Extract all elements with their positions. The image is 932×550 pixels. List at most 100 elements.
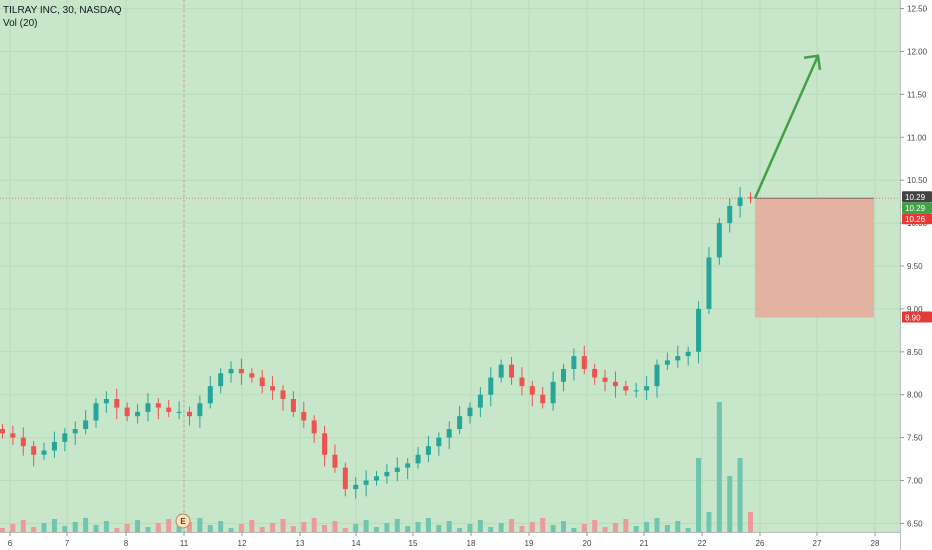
- volume-bar: [696, 458, 702, 532]
- candle-body: [727, 205, 733, 224]
- candle-body: [72, 429, 78, 434]
- y-tick-label: 9.50: [907, 262, 923, 271]
- volume-bar: [425, 518, 431, 532]
- candle-body: [384, 471, 390, 477]
- volume-bar: [467, 524, 473, 532]
- candle-body: [509, 364, 515, 378]
- candle-body: [706, 257, 712, 309]
- volume-bar: [280, 519, 286, 532]
- volume-bar: [83, 518, 89, 532]
- volume-bar: [529, 522, 535, 532]
- low-price-badge: [902, 213, 932, 225]
- candle-body: [696, 308, 702, 352]
- y-tick-label: 9.00: [907, 305, 923, 314]
- volume-bar: [457, 528, 463, 532]
- candle-body: [353, 484, 359, 490]
- candle-body: [166, 407, 172, 412]
- candle-body: [187, 411, 192, 417]
- candle-body: [581, 356, 587, 369]
- candle-body: [529, 386, 535, 395]
- x-tick-label: 7: [65, 539, 70, 548]
- candle-body: [415, 454, 421, 464]
- y-tick-label: 10.50: [907, 176, 928, 185]
- volume-bar: [561, 521, 566, 532]
- candle-body: [249, 373, 255, 378]
- candle-body: [425, 446, 431, 455]
- candle-body: [342, 467, 348, 490]
- volume-bar: [249, 520, 255, 532]
- volume-bar: [488, 527, 494, 532]
- volume-bar: [353, 524, 359, 532]
- x-tick-label: 22: [698, 539, 707, 548]
- volume-bar: [664, 525, 670, 532]
- volume-bar: [394, 519, 400, 532]
- candle-body: [238, 368, 244, 374]
- candle-body: [280, 390, 286, 399]
- entry-price-label: 10.29: [905, 204, 926, 213]
- candle-body: [41, 450, 47, 455]
- volume-bar: [446, 521, 452, 532]
- candle-body: [540, 394, 546, 404]
- volume-bar: [685, 528, 691, 532]
- symbol-legend[interactable]: TILRAY INC, 30, NASDAQ: [3, 5, 122, 16]
- volume-bar: [519, 526, 525, 532]
- volume-bar: [311, 518, 317, 532]
- stop-price-label: 8.90: [905, 313, 921, 322]
- candle-body: [290, 399, 296, 412]
- candle-body: [467, 407, 473, 417]
- candle-body: [93, 403, 99, 421]
- volume-bar: [415, 522, 421, 532]
- volume-bar: [166, 519, 172, 532]
- volume-bar: [270, 523, 276, 532]
- volume-bar: [612, 523, 618, 532]
- volume-bar: [384, 523, 390, 532]
- candle-body: [748, 197, 753, 199]
- candle-body: [737, 197, 743, 206]
- candle-body: [311, 420, 317, 434]
- candle-body: [145, 403, 151, 412]
- candle-body: [675, 356, 681, 361]
- candle-body: [633, 390, 639, 392]
- volume-bar: [197, 518, 203, 532]
- x-tick-label: 21: [640, 539, 649, 548]
- candle-body: [374, 476, 379, 481]
- volume-bar: [654, 518, 660, 532]
- candle-body: [51, 441, 57, 451]
- volume-bar: [20, 520, 26, 532]
- current-price-label: 10.29: [905, 193, 926, 202]
- volume-bar: [342, 528, 348, 532]
- volume-bar: [633, 526, 639, 532]
- volume-bar: [51, 519, 57, 532]
- x-tick-label: 11: [180, 539, 189, 548]
- y-tick-label: 11.50: [907, 90, 927, 99]
- candle-body: [592, 368, 598, 378]
- candle-body: [436, 437, 442, 447]
- y-tick-label: 8.50: [907, 348, 923, 357]
- current-price-badge: [902, 191, 932, 203]
- volume-bar: [498, 523, 504, 532]
- volume-bar: [93, 525, 99, 532]
- y-tick-label: 12.50: [907, 5, 928, 14]
- volume-bar: [436, 525, 442, 532]
- candle-body: [716, 223, 722, 258]
- candle-body: [571, 356, 577, 369]
- x-tick-label: 27: [813, 539, 822, 548]
- candle-body: [62, 433, 68, 442]
- candle-body: [654, 364, 660, 387]
- volume-bar: [374, 527, 379, 532]
- candle-body: [612, 381, 618, 387]
- volume-bar: [62, 526, 68, 532]
- volume-bar: [509, 519, 515, 532]
- volume-bar: [592, 520, 598, 532]
- candle-body: [155, 403, 161, 408]
- volume-legend[interactable]: Vol (20): [3, 18, 38, 29]
- candle-body: [124, 407, 130, 417]
- volume-bar: [103, 521, 109, 532]
- candle-body: [83, 420, 89, 430]
- volume-bar: [301, 522, 307, 532]
- candle-body: [550, 381, 556, 404]
- y-tick-label: 8.00: [907, 391, 923, 400]
- x-tick-label: 15: [409, 539, 418, 548]
- candle-body: [218, 373, 224, 387]
